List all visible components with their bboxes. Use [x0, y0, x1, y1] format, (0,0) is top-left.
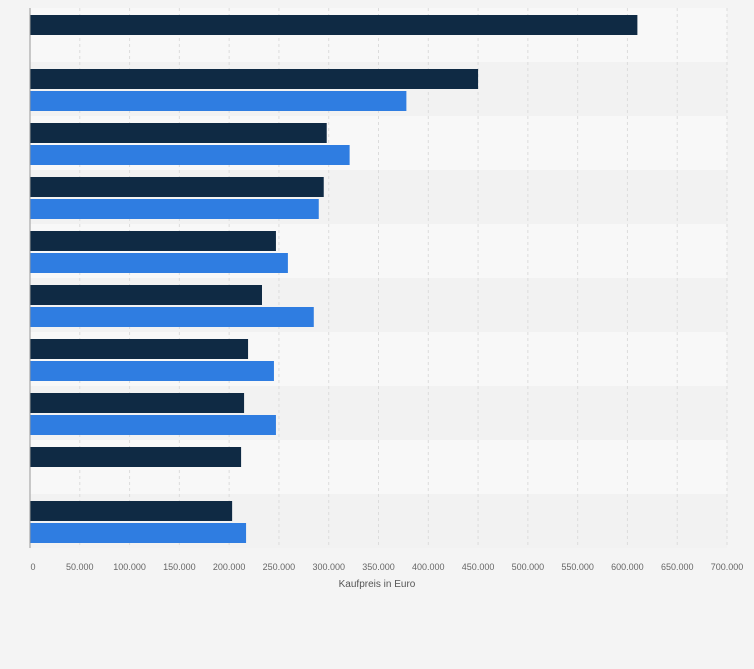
- bar-series-2: [30, 307, 314, 327]
- x-tick-label: 200.000: [213, 562, 246, 572]
- bar-series-2: [30, 91, 407, 111]
- x-tick-labels: 0 50.000 100.000 150.000 200.000 250.000 300.0…: [30, 562, 743, 572]
- bar-series-1: [30, 123, 327, 143]
- x-tick-label: 600.000: [611, 562, 644, 572]
- x-tick-label: 650.000: [661, 562, 694, 572]
- x-tick-label: 250.000: [263, 562, 296, 572]
- bar-series-2: [30, 199, 319, 219]
- bar-series-1: [30, 447, 242, 467]
- x-tick-label: 300.000: [312, 562, 345, 572]
- bar-series-1: [30, 231, 276, 251]
- bar-series-2: [30, 145, 350, 165]
- bar-series-1: [30, 339, 249, 359]
- x-tick-label: 700.000: [711, 562, 744, 572]
- x-tick-label: 450.000: [462, 562, 495, 572]
- x-tick-label: 150.000: [163, 562, 196, 572]
- bar-series-1: [30, 15, 638, 35]
- bar-series-1: [30, 393, 245, 413]
- x-tick-label: 500.000: [512, 562, 545, 572]
- x-tick-label: 400.000: [412, 562, 445, 572]
- x-axis-title: Kaufpreis in Euro: [339, 579, 416, 590]
- bar-series-2: [30, 253, 288, 273]
- x-tick-label: 50.000: [66, 562, 94, 572]
- x-tick-label: 100.000: [113, 562, 146, 572]
- bars: [30, 15, 638, 543]
- bar-series-2: [30, 361, 274, 381]
- x-tick-label: 350.000: [362, 562, 395, 572]
- bar-series-1: [30, 285, 263, 305]
- bar-series-1: [30, 501, 233, 521]
- bar-series-2: [30, 523, 247, 543]
- x-tick-label: 0: [30, 562, 35, 572]
- bar-series-2: [30, 415, 276, 435]
- bar-series-1: [30, 69, 479, 89]
- x-tick-label: 550.000: [561, 562, 594, 572]
- bar-series-1: [30, 177, 324, 197]
